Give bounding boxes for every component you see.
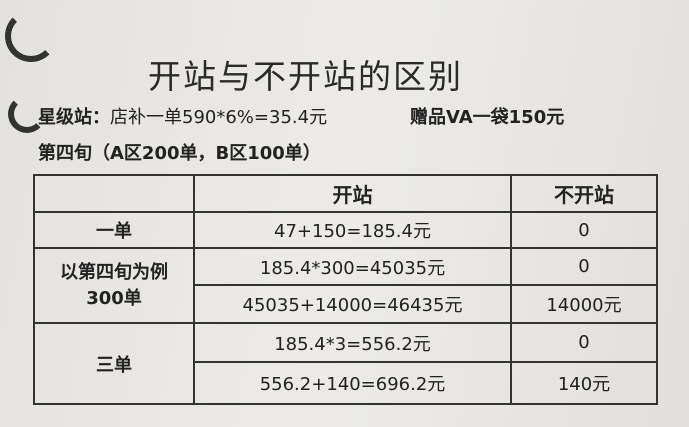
open-value: 556.2+140=696.2元 [193,361,512,405]
star-station-line: 星级站：店补一单590*6%=35.4元 [38,103,327,129]
page-title: 开站与不开站的区别 [148,57,463,96]
gift-text: 赠品VA一袋150元 [410,107,565,128]
comparison-table: 开站 不开站 一单 47+150=185.4元 0 以第四旬为例 300单 18… [33,174,658,405]
decorative-swirl [8,95,46,133]
not-open-value: 140元 [510,361,658,405]
row-label: 一单 [33,211,195,249]
period-line: 第四旬（A区200单，B区100单） [38,143,321,164]
store-subsidy-text: 店补一单590*6%=35.4元 [110,107,328,128]
open-value: 47+150=185.4元 [193,211,512,249]
decorative-swirl [5,10,57,62]
header-not-open: 不开站 [510,174,658,213]
header-open: 开站 [193,174,512,213]
row-label: 三单 [33,322,195,405]
row-label: 以第四旬为例 300单 [33,247,195,324]
not-open-value: 0 [510,211,658,249]
star-station-label: 星级站： [38,107,110,128]
header-empty [33,174,195,213]
open-value: 185.4*3=556.2元 [193,322,512,363]
table-header: 开站 不开站 [33,174,658,213]
not-open-value: 0 [510,247,658,286]
table-row: 556.2+140=696.2元 140元 [34,361,658,405]
table-row: 三单 185.4*3=556.2元 0 [33,322,658,405]
table-row: 以第四旬为例 300单 185.4*300=45035元 0 [33,247,658,324]
table-row: 一单 47+150=185.4元 0 [33,211,658,249]
open-value: 185.4*300=45035元 [193,247,512,286]
not-open-value: 14000元 [510,284,658,324]
not-open-value: 0 [510,322,658,363]
open-value: 45035+14000=46435元 [193,284,512,324]
table-row: 45035+14000=46435元 14000元 [34,284,658,324]
